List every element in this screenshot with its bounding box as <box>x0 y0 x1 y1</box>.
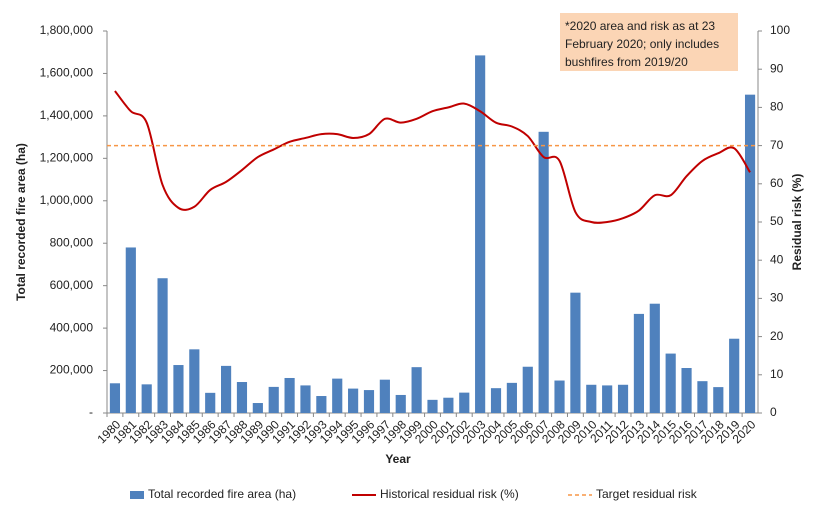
bar <box>443 397 454 413</box>
bar <box>236 382 248 413</box>
bar <box>506 382 517 413</box>
bar <box>475 55 486 414</box>
legend-label: Target residual risk <box>596 487 698 501</box>
bar <box>602 385 613 413</box>
y-tick-label: 400,000 <box>50 320 94 334</box>
y-axis-title: Total recorded fire area (ha) <box>14 143 28 301</box>
y2-tick-label: 60 <box>770 176 784 190</box>
bar <box>633 313 644 413</box>
bar <box>395 394 406 413</box>
x-axis-title: Year <box>385 452 411 466</box>
bar <box>538 131 549 414</box>
y2-tick-label: 100 <box>770 23 790 37</box>
y-tick-label: 200,000 <box>50 363 94 377</box>
y-tick-label: 600,000 <box>50 278 94 292</box>
y2-tick-label: 80 <box>770 100 784 114</box>
y-tick-label: 800,000 <box>50 235 94 249</box>
y-tick-label: 1,400,000 <box>40 108 94 122</box>
bar <box>459 392 470 413</box>
bar <box>665 353 676 413</box>
bar <box>522 366 533 413</box>
bar <box>221 365 232 413</box>
bar <box>109 383 121 413</box>
y2-tick-label: 10 <box>770 367 784 381</box>
bar <box>189 349 200 413</box>
bar <box>205 392 216 413</box>
line <box>114 90 751 224</box>
bar <box>125 247 136 413</box>
y-tick-label: 1,200,000 <box>40 151 94 165</box>
y2-tick-label: 40 <box>770 252 784 266</box>
bar <box>157 278 168 413</box>
bar <box>729 338 740 413</box>
bar <box>411 367 422 413</box>
y-tick-label: - <box>89 405 93 419</box>
bar <box>379 379 390 413</box>
bar <box>268 386 279 413</box>
bar <box>744 94 756 414</box>
bar <box>586 384 597 413</box>
legend-label: Total recorded fire area (ha) <box>148 487 296 501</box>
legend-label: Historical residual risk (%) <box>380 487 519 501</box>
bar <box>649 303 660 413</box>
y2-tick-label: 30 <box>770 291 784 305</box>
bar <box>697 381 708 413</box>
bar <box>332 378 343 413</box>
y2-tick-label: 0 <box>770 405 777 419</box>
bar <box>348 388 359 413</box>
y-tick-label: 1,600,000 <box>40 66 94 80</box>
bar <box>252 403 263 413</box>
y-tick-label: 1,000,000 <box>40 193 94 207</box>
y2-tick-label: 90 <box>770 61 784 75</box>
bar <box>363 390 375 413</box>
y2-tick-label: 50 <box>770 214 784 228</box>
bar <box>713 387 724 413</box>
y2-tick-label: 70 <box>770 138 784 152</box>
bar <box>284 377 295 413</box>
bar <box>316 396 327 413</box>
y2-tick-label: 20 <box>770 329 784 343</box>
bar <box>173 365 184 413</box>
legend-swatch <box>130 491 144 499</box>
annotation: *2020 area and risk as at 23 February 20… <box>560 13 738 71</box>
bar <box>300 385 311 413</box>
y-tick-label: 1,800,000 <box>40 23 94 37</box>
bar <box>570 292 581 413</box>
bar <box>490 388 502 413</box>
bar <box>681 368 692 413</box>
bar <box>427 399 438 413</box>
bar <box>617 384 629 413</box>
bar <box>554 380 565 413</box>
bar <box>141 384 152 413</box>
y2-axis-title: Residual risk (%) <box>790 174 804 271</box>
